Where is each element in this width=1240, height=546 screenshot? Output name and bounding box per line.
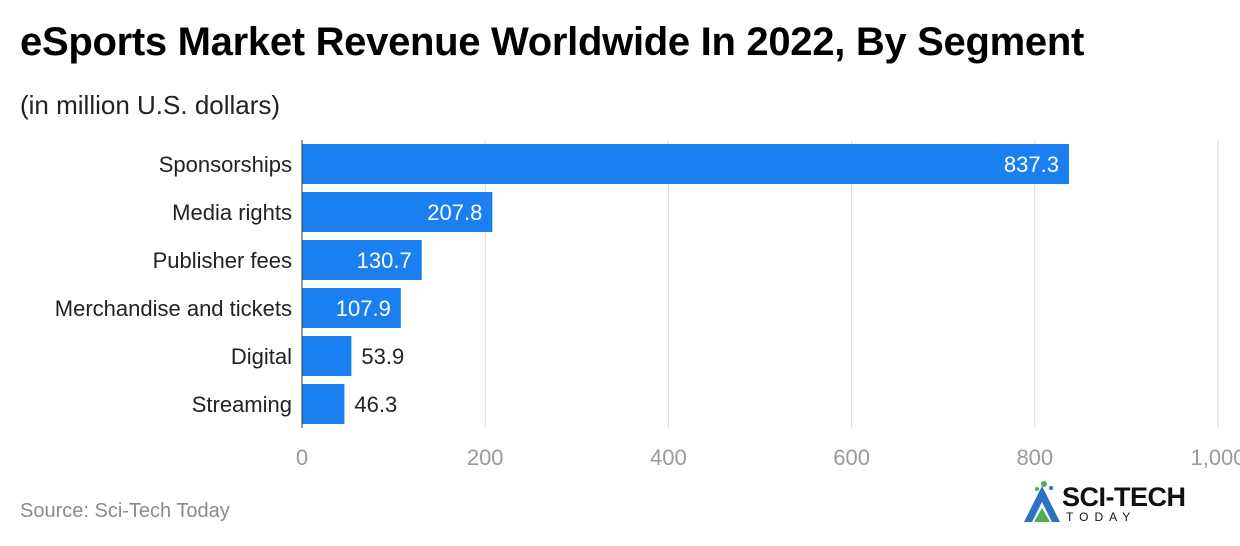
- x-tick-label: 200: [467, 445, 504, 470]
- category-label: Digital: [231, 344, 292, 369]
- bar: [302, 192, 493, 232]
- category-label: Sponsorships: [159, 152, 292, 177]
- data-label: 46.3: [354, 392, 397, 417]
- x-tick-label: 800: [1016, 445, 1053, 470]
- data-label: 207.8: [427, 200, 482, 225]
- category-label: Merchandise and tickets: [55, 296, 292, 321]
- x-tick-label: 1,000: [1190, 445, 1240, 470]
- x-tick-label: 400: [650, 445, 687, 470]
- sci-tech-logo: SCI-TECH TODAY: [1020, 478, 1220, 528]
- data-label: 130.7: [357, 248, 412, 273]
- source-note: Source: Sci-Tech Today: [20, 500, 230, 522]
- category-label: Publisher fees: [153, 248, 292, 273]
- chart-title: eSports Market Revenue Worldwide In 2022…: [20, 20, 1084, 64]
- data-label: 53.9: [361, 344, 404, 369]
- logo-brand-text: SCI-TECH: [1062, 482, 1186, 512]
- logo-mark-icon: [1024, 481, 1060, 522]
- data-label: 107.9: [336, 296, 391, 321]
- bar: [302, 288, 401, 328]
- bar: [302, 144, 1069, 184]
- bar-chart: 0 200 400 600 800 1,000 Sponsorships 837.3 Media…: [55, 140, 1240, 470]
- category-label: Media rights: [172, 200, 292, 225]
- bar: [302, 240, 422, 280]
- category-label: Streaming: [192, 392, 292, 417]
- bar: [302, 336, 352, 376]
- bar: [302, 384, 345, 424]
- x-tick-label: 0: [296, 445, 308, 470]
- x-tick-label: 600: [833, 445, 870, 470]
- chart-subtitle: (in million U.S. dollars): [20, 90, 281, 120]
- logo-tagline-text: TODAY: [1066, 510, 1137, 524]
- data-label: 837.3: [1004, 152, 1059, 177]
